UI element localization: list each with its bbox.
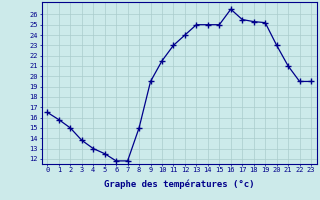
X-axis label: Graphe des températures (°c): Graphe des températures (°c) bbox=[104, 179, 254, 189]
